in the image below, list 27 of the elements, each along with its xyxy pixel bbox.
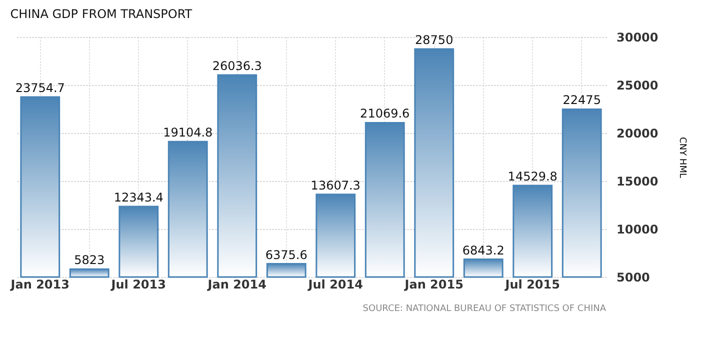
data-label: 19104.8	[163, 126, 213, 140]
data-label: 5823	[74, 253, 105, 268]
x-tick-label: Jul 2013	[110, 278, 166, 292]
x-tick-label: Jul 2015	[504, 278, 560, 292]
data-label: 6843.2	[462, 243, 504, 258]
source-note: SOURCE: NATIONAL BUREAU OF STATISTICS OF CHINA	[362, 304, 607, 314]
chart-title: CHINA GDP FROM TRANSPORT	[10, 7, 193, 21]
data-label: 23754.7	[15, 80, 65, 95]
y-tick-label: 25000	[616, 78, 658, 92]
data-label: 6375.6	[265, 248, 308, 262]
x-tick-label: Jan 2015	[404, 278, 464, 292]
y-tick-label: 20000	[616, 126, 658, 140]
x-tick-label: Jan 2014	[206, 278, 266, 292]
data-label: 13607.3	[310, 178, 360, 192]
y-tick-label: 30000	[616, 30, 658, 44]
data-label: 26036.3	[212, 59, 262, 74]
y-tick-label: 10000	[616, 222, 658, 236]
data-label: 21069.6	[360, 106, 410, 121]
data-label: 28750	[415, 33, 454, 47]
data-label: 12343.4	[114, 190, 164, 205]
data-label: 14529.8	[508, 170, 558, 184]
y-tick-label: 5000	[616, 270, 650, 284]
x-tick-label: Jan 2013	[10, 278, 70, 292]
x-tick-label: Jul 2014	[307, 278, 363, 292]
y-axis-title: CNY HML	[677, 137, 688, 178]
data-label: 22475	[562, 93, 601, 108]
y-tick-label: 15000	[616, 174, 658, 188]
